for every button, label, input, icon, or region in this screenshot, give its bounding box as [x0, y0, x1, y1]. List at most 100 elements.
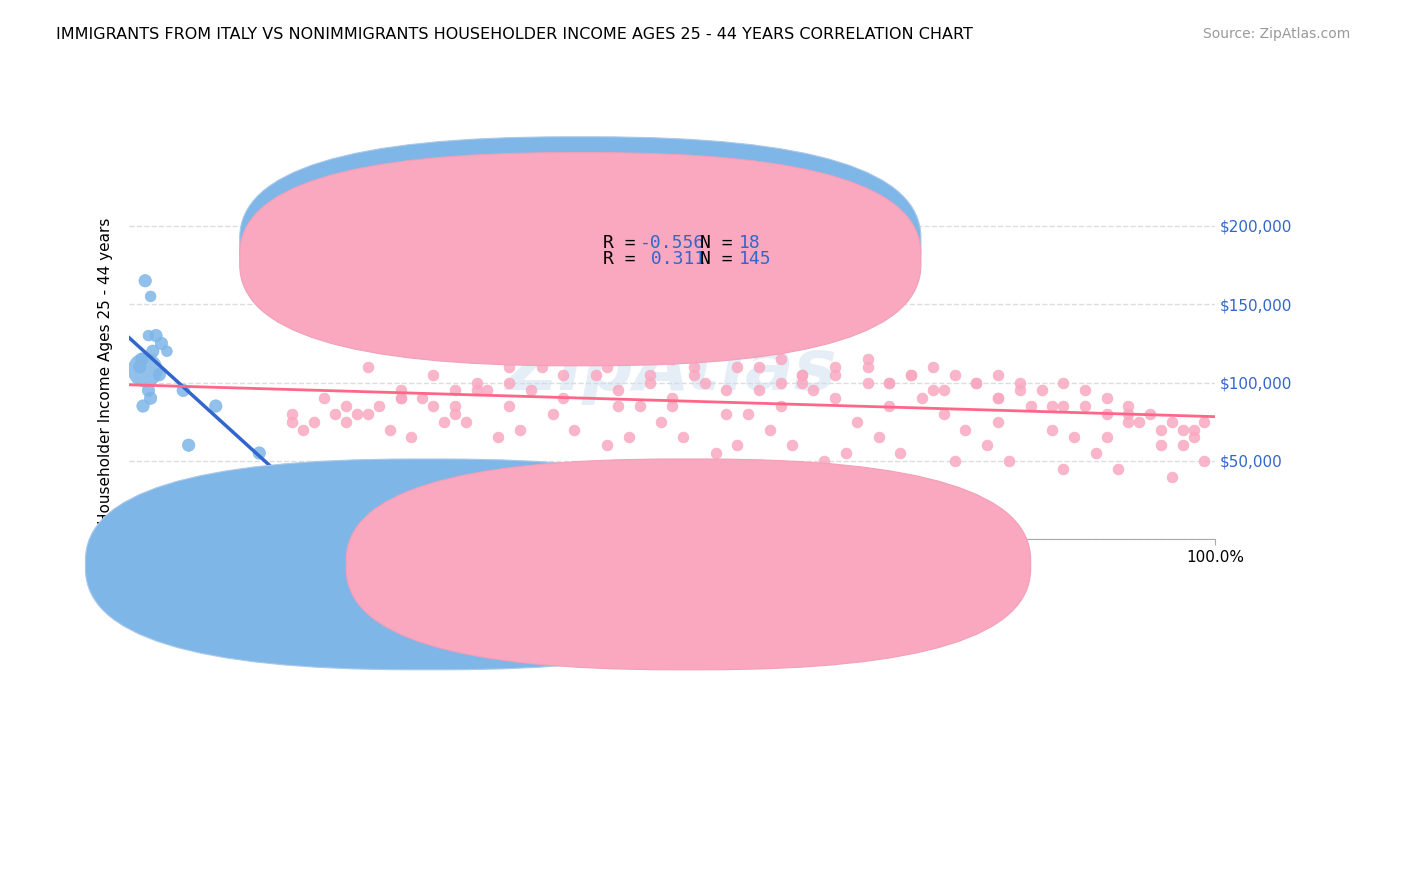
Point [987, 415, 1010, 429]
Point [520, 384, 543, 398]
Point [335, 399, 357, 413]
Point [477, 384, 499, 398]
Point [900, 368, 922, 382]
Point [987, 391, 1010, 405]
Point [813, 454, 835, 468]
Point [357, 407, 380, 421]
Point [530, 359, 553, 374]
Point [156, 344, 179, 359]
Point [1008, 384, 1031, 398]
Point [132, 399, 155, 413]
Point [921, 359, 943, 374]
Point [1052, 399, 1074, 413]
Point [792, 376, 814, 390]
Point [1160, 415, 1182, 429]
Point [769, 376, 792, 390]
Point [1150, 423, 1173, 437]
Point [177, 438, 200, 452]
Point [704, 446, 727, 460]
Point [1194, 415, 1216, 429]
Point [998, 454, 1021, 468]
Point [509, 423, 531, 437]
Text: N =: N = [700, 250, 744, 268]
Point [454, 415, 477, 429]
Point [142, 344, 165, 359]
Text: 18: 18 [738, 234, 761, 252]
Point [987, 368, 1010, 382]
Point [759, 423, 782, 437]
Point [792, 368, 814, 382]
Point [574, 352, 596, 367]
Point [1107, 461, 1129, 475]
FancyBboxPatch shape [541, 229, 803, 280]
Point [138, 328, 160, 343]
Point [314, 391, 336, 405]
Point [824, 391, 846, 405]
Text: N =: N = [700, 234, 744, 252]
Point [389, 384, 412, 398]
Point [1095, 407, 1118, 421]
Point [1171, 423, 1194, 437]
Point [553, 352, 575, 367]
Point [302, 415, 325, 429]
Point [335, 415, 357, 429]
Point [596, 359, 619, 374]
Point [172, 384, 194, 398]
Point [824, 368, 846, 382]
Point [553, 391, 575, 405]
Point [1052, 461, 1074, 475]
Point [1031, 384, 1053, 398]
Point [486, 430, 509, 444]
Point [553, 368, 575, 382]
Point [769, 399, 792, 413]
Point [1118, 415, 1140, 429]
Point [921, 384, 943, 398]
Point [769, 352, 792, 367]
Point [748, 359, 770, 374]
Point [498, 359, 520, 374]
Point [1171, 438, 1194, 452]
Point [1118, 407, 1140, 421]
Text: Immigrants from Italy: Immigrants from Italy [453, 557, 619, 572]
Point [465, 384, 488, 398]
Point [574, 336, 596, 351]
Point [530, 352, 553, 367]
Point [139, 391, 162, 405]
Point [845, 415, 868, 429]
Point [682, 368, 704, 382]
Point [932, 384, 955, 398]
Point [443, 399, 465, 413]
Point [1052, 376, 1074, 390]
Point [131, 352, 153, 367]
Point [357, 359, 380, 374]
Point [378, 423, 401, 437]
Point [682, 359, 704, 374]
Point [204, 399, 226, 413]
Point [976, 438, 998, 452]
FancyBboxPatch shape [239, 136, 921, 350]
Point [1084, 446, 1107, 460]
Text: IMMIGRANTS FROM ITALY VS NONIMMIGRANTS HOUSEHOLDER INCOME AGES 25 - 44 YEARS COR: IMMIGRANTS FROM ITALY VS NONIMMIGRANTS H… [56, 27, 973, 42]
Point [693, 376, 716, 390]
Point [879, 376, 901, 390]
Point [801, 384, 824, 398]
Point [965, 376, 987, 390]
Point [879, 399, 901, 413]
Point [1074, 384, 1097, 398]
Point [661, 391, 683, 405]
Point [617, 344, 640, 359]
Point [716, 344, 738, 359]
Point [465, 376, 488, 390]
Point [911, 391, 934, 405]
Point [889, 446, 911, 460]
Point [585, 368, 607, 382]
Point [672, 430, 695, 444]
Text: Nonimmigrants: Nonimmigrants [713, 557, 831, 572]
Point [640, 376, 662, 390]
Point [367, 399, 389, 413]
Y-axis label: Householder Income Ages 25 - 44 years: Householder Income Ages 25 - 44 years [98, 218, 112, 524]
Point [725, 438, 748, 452]
Point [422, 368, 444, 382]
Point [780, 438, 803, 452]
Point [617, 430, 640, 444]
